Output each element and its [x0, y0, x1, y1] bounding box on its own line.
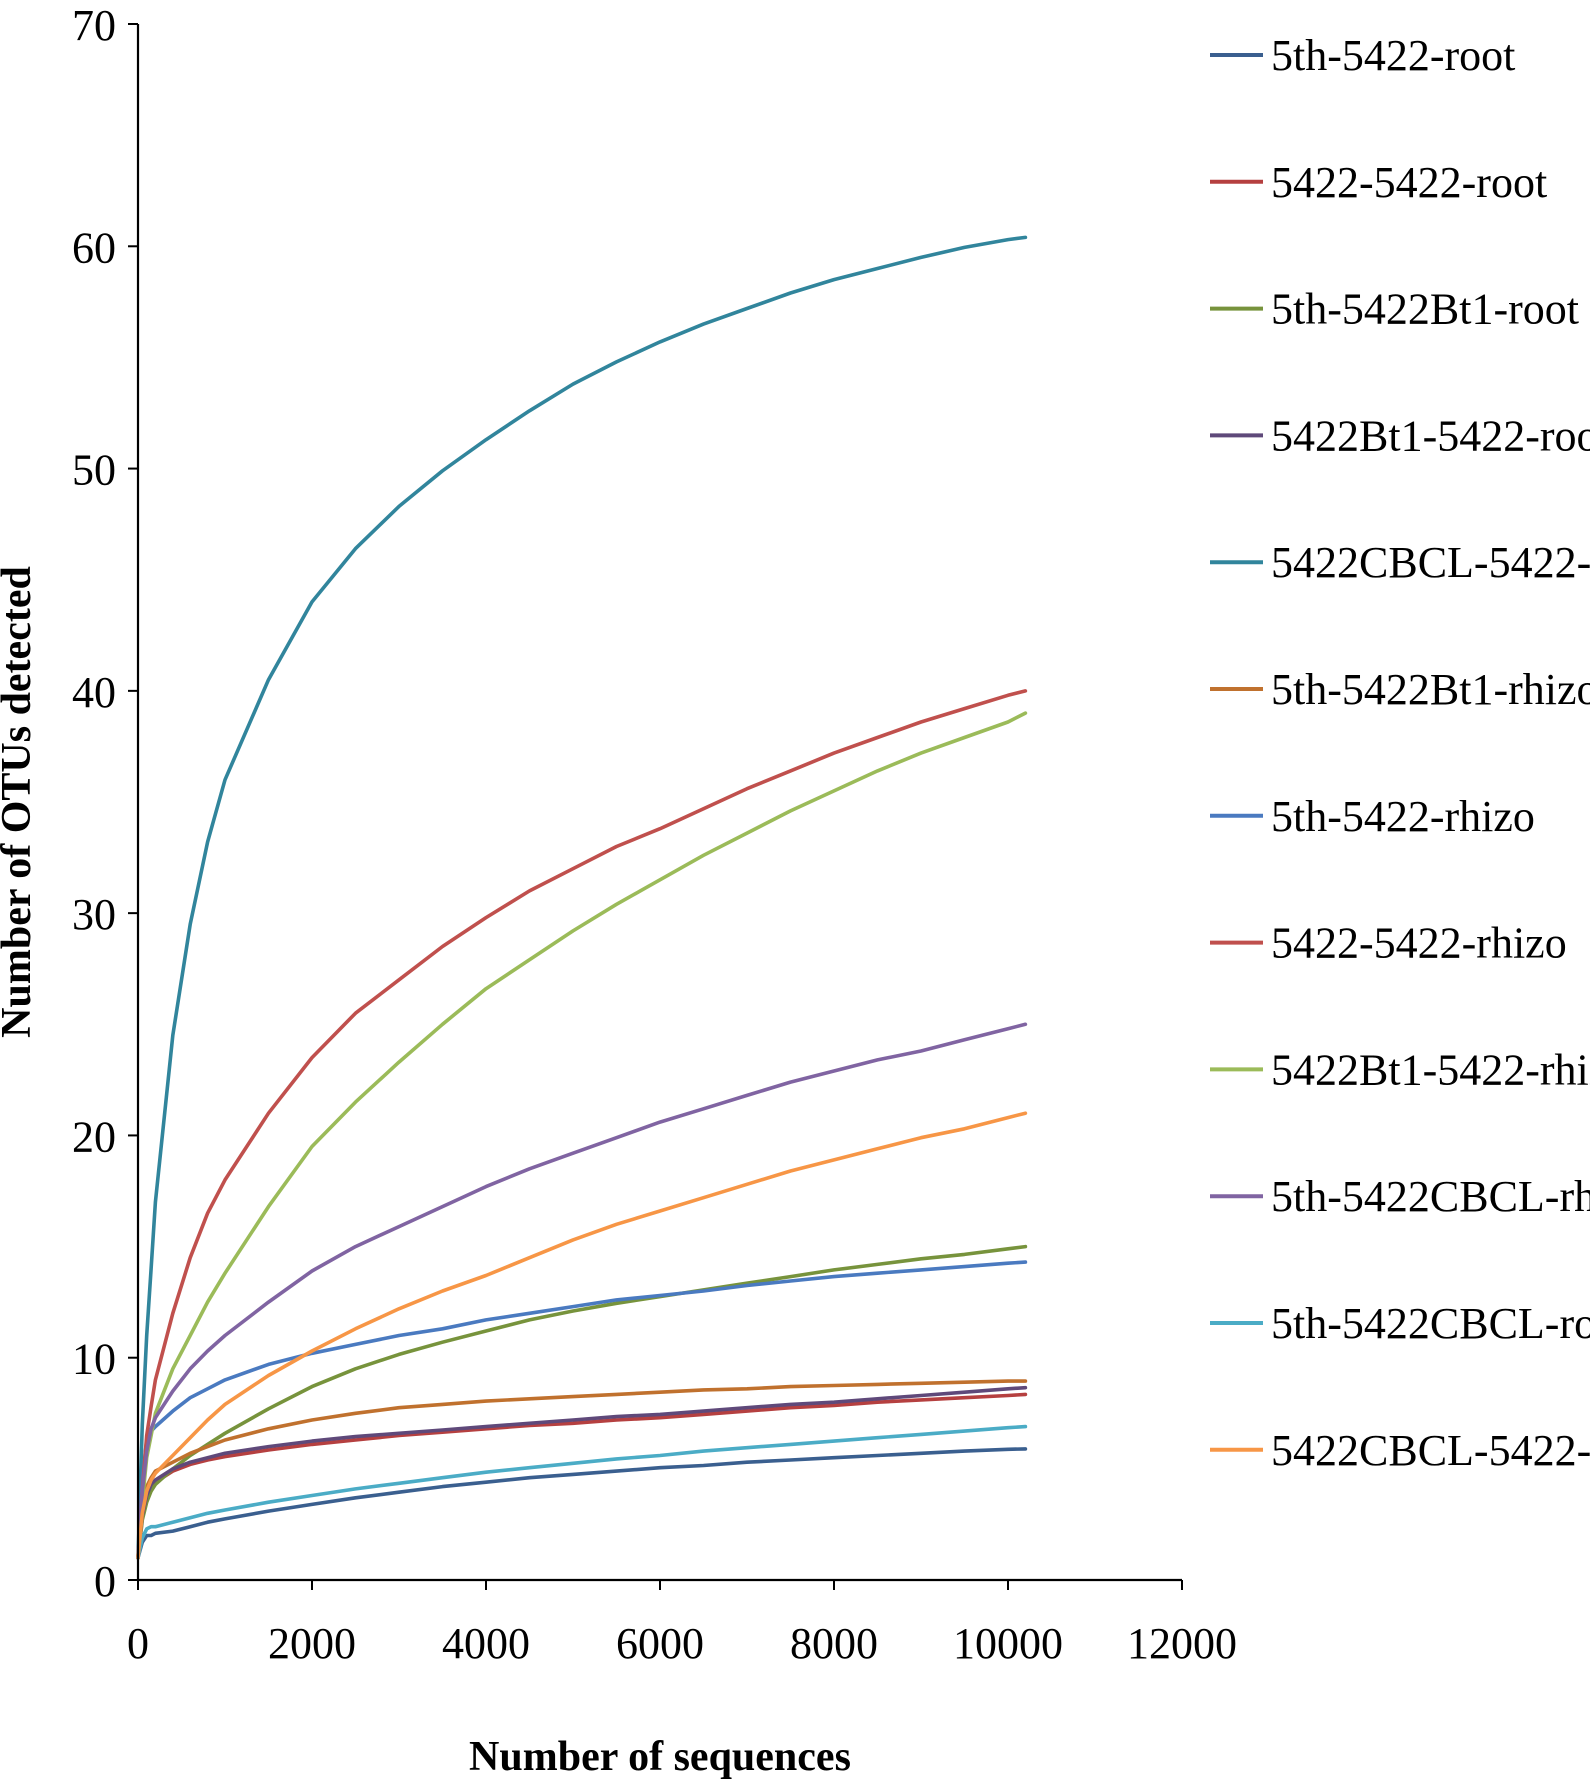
legend-label: 5th-5422-rhizo — [1271, 792, 1535, 841]
series-line-5th-5422CBCL-rhizo — [136, 1022, 1028, 1560]
x-tick-label-8000: 8000 — [790, 1619, 878, 1668]
y-ticks: 0 10 20 30 40 50 60 70 — [72, 1, 138, 1606]
x-tick-label-12000: 12000 — [1127, 1619, 1237, 1668]
series-line-5th-5422Bt1-root — [136, 1244, 1028, 1560]
y-tick-label-50: 50 — [72, 446, 116, 495]
y-tick-label-20: 20 — [72, 1112, 116, 1161]
legend-label: 5422-5422-root — [1271, 158, 1547, 207]
legend-item: 5th-5422Bt1-root — [1210, 285, 1579, 334]
x-tick-label-2000: 2000 — [268, 1619, 356, 1668]
legend-item: 5422-5422-root — [1210, 158, 1547, 207]
legend-label: 5th-5422-root — [1271, 31, 1515, 80]
legend-item: 5th-5422-rhizo — [1210, 792, 1535, 841]
legend-item: 5th-5422CBCL-root — [1210, 1299, 1590, 1348]
legend-label: 5th-5422CBCL-rhizo — [1271, 1172, 1590, 1221]
legend-label: 5th-5422Bt1-rhizo — [1271, 665, 1590, 714]
y-axis-title: Number of OTUs detected — [0, 566, 40, 1038]
x-axis-title: Number of sequences — [469, 1734, 851, 1780]
legend-item: 5422CBCL-5422-rhizo — [1210, 1426, 1590, 1475]
legend-label: 5th-5422Bt1-root — [1271, 285, 1579, 334]
x-ticks: 0 2000 4000 6000 8000 10000 12000 — [127, 1580, 1237, 1668]
legend-item: 5422Bt1-5422-root — [1210, 411, 1590, 460]
legend-item: 5422-5422-rhizo — [1210, 919, 1567, 968]
y-tick-label-10: 10 — [72, 1335, 116, 1384]
legend-item: 5422Bt1-5422-rhizo — [1210, 1045, 1590, 1094]
y-tick-label-40: 40 — [72, 668, 116, 717]
x-tick-label-6000: 6000 — [616, 1619, 704, 1668]
series-line-5th-5422CBCL-root — [136, 1424, 1028, 1560]
x-tick-label-10000: 10000 — [953, 1619, 1063, 1668]
legend-item: 5th-5422CBCL-rhizo — [1210, 1172, 1590, 1221]
legend-label: 5422CBCL-5422-rhizo — [1271, 1426, 1590, 1475]
y-tick-label-30: 30 — [72, 890, 116, 939]
series-layer — [136, 235, 1028, 1560]
legend-label: 5422Bt1-5422-root — [1271, 411, 1590, 460]
legend-item: 5422CBCL-5422-root — [1210, 538, 1590, 587]
legend-label: 5422CBCL-5422-root — [1271, 538, 1590, 587]
series-line-5422CBCL-5422-rhizo — [136, 1111, 1028, 1560]
legend-label: 5422Bt1-5422-rhizo — [1271, 1045, 1590, 1094]
y-tick-label-60: 60 — [72, 223, 116, 272]
series-line-5422CBCL-5422-root — [136, 235, 1028, 1560]
series-line-5422Bt1-5422-rhizo — [136, 711, 1028, 1560]
plot-area: 0 10 20 30 40 50 60 70 0 2000 4000 6000 8000 10000 12… — [72, 1, 1237, 1668]
series-line-5th-5422-rhizo — [136, 1260, 1028, 1560]
series-line-5422Bt1-5422-root — [136, 1385, 1028, 1560]
legend: 5th-5422-root 5422-5422-root 5th-5422Bt1-r… — [1210, 31, 1590, 1475]
x-tick-label-0: 0 — [127, 1619, 149, 1668]
series-line-5422-5422-rhizo — [136, 689, 1028, 1560]
legend-item: 5th-5422Bt1-rhizo — [1210, 665, 1590, 714]
legend-label: 5422-5422-rhizo — [1271, 919, 1567, 968]
y-tick-label-0: 0 — [94, 1557, 116, 1606]
series-line-5th-5422-root — [136, 1447, 1028, 1560]
legend-item: 5th-5422-root — [1210, 31, 1515, 80]
y-tick-label-70: 70 — [72, 1, 116, 50]
legend-label: 5th-5422CBCL-root — [1271, 1299, 1590, 1348]
x-tick-label-4000: 4000 — [442, 1619, 530, 1668]
